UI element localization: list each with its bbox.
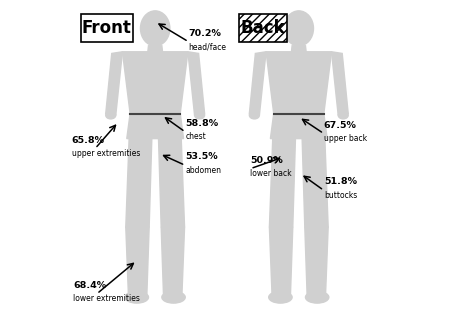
Polygon shape (148, 46, 163, 52)
Ellipse shape (106, 112, 116, 119)
Text: chest: chest (185, 132, 206, 141)
Ellipse shape (140, 11, 170, 46)
Text: 51.8%: 51.8% (324, 177, 357, 186)
Text: Front: Front (82, 19, 132, 37)
Polygon shape (292, 46, 306, 52)
Ellipse shape (338, 112, 348, 119)
Polygon shape (161, 227, 184, 296)
Text: 53.5%: 53.5% (185, 152, 218, 161)
Polygon shape (269, 227, 293, 296)
Polygon shape (106, 52, 122, 115)
Text: lower extremities: lower extremities (73, 294, 140, 303)
Ellipse shape (249, 112, 259, 119)
Polygon shape (270, 114, 327, 139)
Polygon shape (122, 52, 188, 114)
Text: abdomen: abdomen (185, 166, 221, 175)
Text: upper extremities: upper extremities (72, 149, 140, 158)
Text: upper back: upper back (324, 134, 367, 143)
Polygon shape (127, 114, 183, 139)
Ellipse shape (162, 291, 185, 303)
Text: Back: Back (240, 19, 285, 37)
Ellipse shape (284, 11, 313, 46)
Polygon shape (249, 52, 266, 115)
Polygon shape (126, 139, 152, 227)
Polygon shape (266, 52, 331, 114)
Text: 58.8%: 58.8% (185, 119, 219, 128)
Text: lower back: lower back (250, 169, 292, 178)
Polygon shape (158, 139, 184, 227)
Text: 68.4%: 68.4% (73, 281, 107, 290)
Ellipse shape (269, 291, 292, 303)
Polygon shape (302, 139, 328, 227)
Polygon shape (269, 139, 295, 227)
FancyBboxPatch shape (239, 14, 287, 42)
Text: buttocks: buttocks (324, 191, 357, 200)
Text: head/face: head/face (189, 42, 227, 51)
Ellipse shape (305, 291, 329, 303)
Polygon shape (305, 227, 328, 296)
Text: 50.9%: 50.9% (250, 156, 283, 165)
Text: 70.2%: 70.2% (189, 29, 221, 38)
Polygon shape (126, 227, 149, 296)
Polygon shape (331, 52, 348, 115)
Text: 65.8%: 65.8% (72, 136, 105, 145)
Ellipse shape (195, 112, 205, 119)
Polygon shape (188, 52, 205, 115)
Ellipse shape (125, 291, 148, 303)
Text: 67.5%: 67.5% (324, 121, 357, 130)
FancyBboxPatch shape (81, 14, 133, 42)
